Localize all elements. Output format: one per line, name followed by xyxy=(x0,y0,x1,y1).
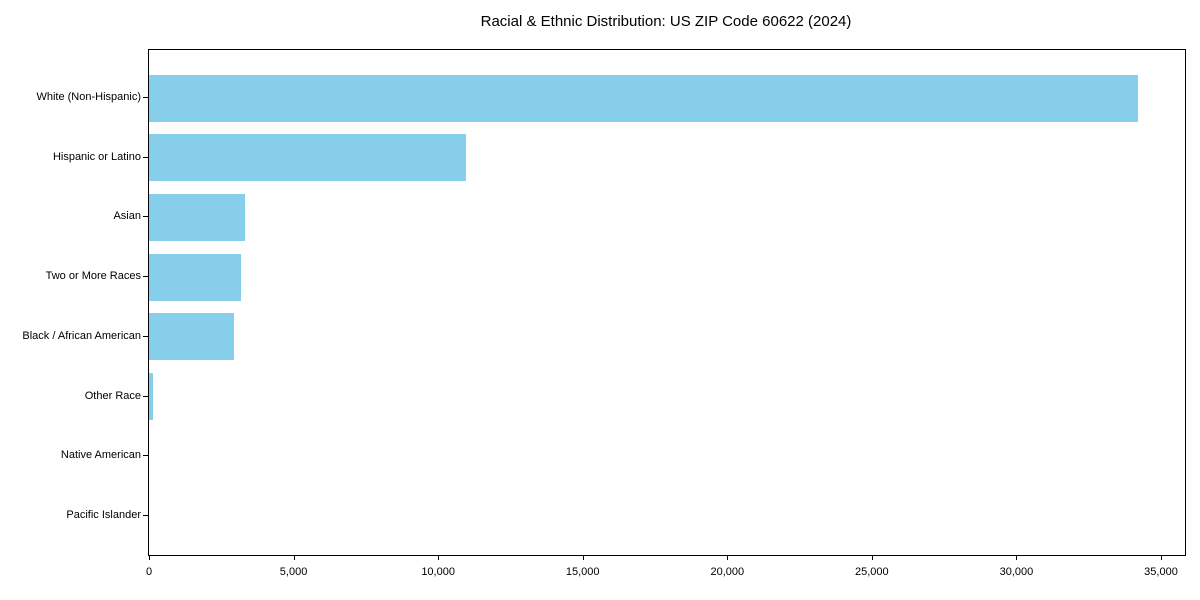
x-tick-label: 35,000 xyxy=(1144,566,1178,578)
category-label: Native American xyxy=(60,449,141,462)
category-label: Hispanic or Latino xyxy=(52,150,141,163)
bar xyxy=(149,134,466,182)
category-label: Pacific Islander xyxy=(66,508,141,521)
y-tick-mark xyxy=(143,335,148,337)
y-tick-mark xyxy=(143,455,148,457)
x-tick-mark xyxy=(727,555,729,560)
category-label: Other Race xyxy=(84,389,141,402)
x-tick-label: 15,000 xyxy=(565,566,600,578)
y-tick-mark xyxy=(143,156,148,158)
bar xyxy=(149,313,235,361)
x-tick-mark xyxy=(1161,555,1162,560)
bar xyxy=(149,373,154,420)
x-tick-mark xyxy=(582,555,584,560)
plot-area xyxy=(148,49,1186,556)
category-label: Black / African American xyxy=(22,329,141,342)
x-tick-label: 10,000 xyxy=(421,566,455,578)
category-label: White (Non-Hispanic) xyxy=(36,91,141,103)
x-tick-label: 0 xyxy=(145,566,153,578)
y-tick-mark xyxy=(143,276,148,278)
x-tick-label: 5,000 xyxy=(279,566,308,578)
x-tick-mark xyxy=(438,555,440,560)
bar xyxy=(149,253,241,301)
x-tick-label: 20,000 xyxy=(710,566,745,578)
y-tick-mark xyxy=(143,514,148,516)
bar xyxy=(149,193,246,241)
bar xyxy=(149,74,1138,122)
x-tick-label: 25,000 xyxy=(855,566,889,578)
y-tick-mark xyxy=(143,216,148,218)
x-tick-mark xyxy=(293,555,295,560)
y-tick-mark xyxy=(143,395,148,397)
category-label: Asian xyxy=(113,210,141,223)
x-tick-mark xyxy=(1016,555,1018,560)
category-label: Two or More Races xyxy=(45,270,141,283)
x-tick-mark xyxy=(149,555,150,560)
x-tick-label: 30,000 xyxy=(999,566,1034,578)
chart-title: Racial & Ethnic Distribution: US ZIP Cod… xyxy=(480,13,852,30)
x-tick-mark xyxy=(871,555,873,560)
y-tick-mark xyxy=(143,97,148,98)
